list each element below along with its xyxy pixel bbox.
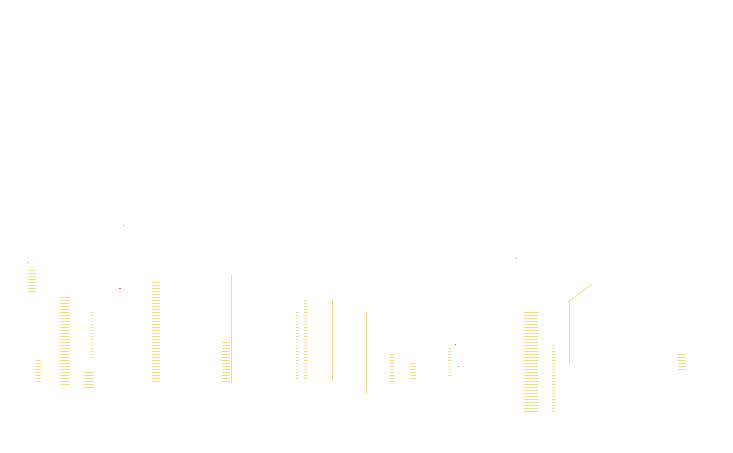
stripe-column xyxy=(678,354,686,372)
speck xyxy=(455,344,456,345)
stripe-column xyxy=(524,312,538,412)
stripe-column xyxy=(552,344,555,412)
stripe-column xyxy=(60,296,70,386)
speck xyxy=(27,262,28,263)
speck xyxy=(458,366,459,367)
thin-line xyxy=(366,312,367,394)
stripe-column xyxy=(84,370,94,388)
stripe-column xyxy=(296,312,298,380)
stripe-column xyxy=(390,352,394,382)
stripe-column xyxy=(304,300,307,380)
thin-line xyxy=(569,300,570,364)
thin-line xyxy=(332,300,333,380)
stripe-column xyxy=(28,270,36,292)
stripe-column xyxy=(448,346,452,376)
stripe-column xyxy=(410,362,416,380)
speck xyxy=(119,288,121,289)
speck xyxy=(123,225,124,226)
speck xyxy=(516,258,517,259)
stripe-column xyxy=(90,310,94,360)
stripe-column xyxy=(35,360,41,384)
stripe-column xyxy=(152,280,160,384)
thin-line xyxy=(231,275,232,383)
stripe-column xyxy=(222,340,230,384)
diagonal-line xyxy=(567,283,593,303)
